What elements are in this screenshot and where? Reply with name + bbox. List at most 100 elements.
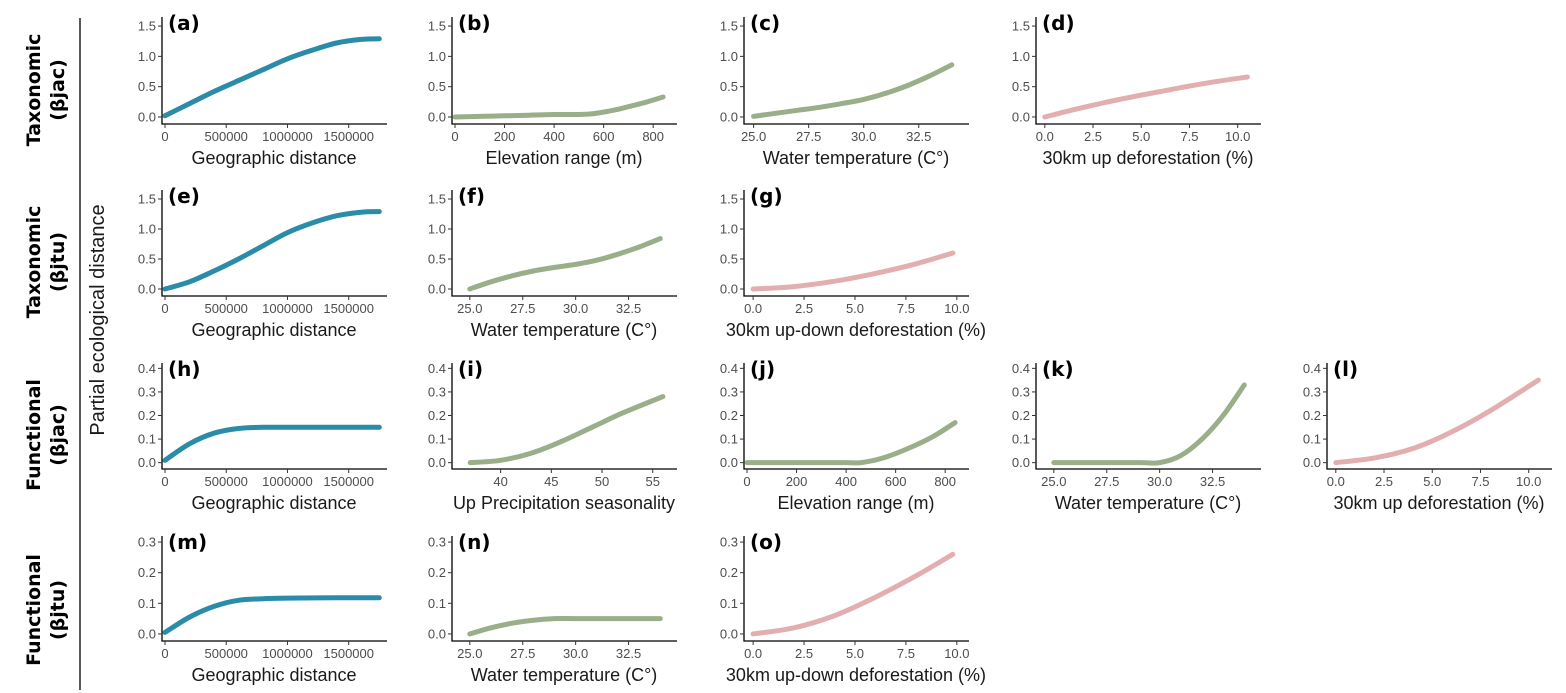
x-tick-label: 0 xyxy=(161,474,168,489)
x-tick-label: 1500000 xyxy=(323,474,374,489)
y-tick-label: 0.3 xyxy=(428,384,446,399)
y-tick-label: 0.5 xyxy=(428,79,446,94)
x-tick-label: 2.5 xyxy=(1084,129,1102,144)
y-tick-label: 0.0 xyxy=(138,626,156,641)
y-tick-label: 0.2 xyxy=(720,565,738,580)
x-tick-label: 1500000 xyxy=(323,646,374,661)
row-label-4-line2: (βjtu) xyxy=(47,580,69,640)
x-axis-label: Water temperature (C°) xyxy=(1055,493,1242,513)
y-tick-label: 1.5 xyxy=(1012,19,1030,34)
x-tick-label: 25.0 xyxy=(741,129,766,144)
y-tick-label: 0.1 xyxy=(1012,432,1030,447)
series-line xyxy=(467,394,666,466)
x-tick-label: 0 xyxy=(161,301,168,316)
y-tick-label: 0.3 xyxy=(428,535,446,550)
x-tick-label: 400 xyxy=(543,129,565,144)
x-axis-label: Geographic distance xyxy=(191,148,356,168)
x-tick-label: 0.0 xyxy=(1036,129,1054,144)
x-tick-label: 5.0 xyxy=(846,646,864,661)
panel-letter: (d) xyxy=(1042,11,1075,35)
y-tick-label: 0.0 xyxy=(138,109,156,124)
x-tick-label: 7.5 xyxy=(897,646,915,661)
x-tick-label: 25.0 xyxy=(457,301,482,316)
x-tick-label: 0 xyxy=(451,129,458,144)
row-label-3-line1: Functional xyxy=(23,379,45,491)
y-tick-label: 0.3 xyxy=(1012,384,1030,399)
series-line xyxy=(162,595,382,635)
x-tick-label: 500000 xyxy=(205,474,248,489)
x-axis-label: Elevation range (m) xyxy=(777,493,934,513)
y-tick-label: 0.2 xyxy=(1012,408,1030,423)
y-tick-label: 0.4 xyxy=(1303,361,1321,376)
x-tick-label: 25.0 xyxy=(1041,474,1066,489)
x-tick-label: 32.5 xyxy=(616,646,641,661)
x-tick-label: 32.5 xyxy=(906,129,931,144)
panel-letter: (k) xyxy=(1042,357,1074,381)
y-tick-label: 1.0 xyxy=(720,49,738,64)
axis-lines xyxy=(161,363,387,470)
panel-letter: (m) xyxy=(168,530,207,554)
axis-lines xyxy=(743,190,969,297)
panel-letter: (j) xyxy=(750,357,775,381)
panel-letter: (n) xyxy=(458,530,491,554)
y-tick-label: 0.5 xyxy=(720,79,738,94)
panel-letter: (f) xyxy=(458,184,485,208)
x-tick-label: 27.5 xyxy=(510,646,535,661)
y-tick-label: 0.5 xyxy=(428,252,446,267)
y-tick-label: 0.4 xyxy=(720,361,738,376)
x-tick-label: 32.5 xyxy=(1200,474,1225,489)
y-tick-label: 0.0 xyxy=(428,282,446,297)
y-tick-label: 0.1 xyxy=(138,432,156,447)
x-axis-label: Up Precipitation seasonality xyxy=(453,493,675,513)
y-tick-label: 0.3 xyxy=(138,384,156,399)
panel-m: 0.0 0.1 0.2 0.3 0 500000 1000000 1500000 Geograp… xyxy=(138,530,387,685)
panel-letter: (g) xyxy=(750,184,783,208)
panel-g: 0.0 0.5 1.0 1.5 0.0 2.5 5.0 7.5 10.0 30km up-down… xyxy=(720,184,986,340)
series-line xyxy=(750,250,956,292)
y-tick-label: 0.1 xyxy=(428,432,446,447)
y-tick-label: 1.5 xyxy=(428,19,446,34)
panel-l: 0.0 0.1 0.2 0.3 0.4 0.0 2.5 5.0 7.5 10.0 30km up d… xyxy=(1303,357,1552,513)
panel-letter: (b) xyxy=(458,11,491,35)
x-tick-label: 50 xyxy=(595,474,609,489)
panels: 0.0 0.5 1.0 1.5 0 500000 1000000 1500000 Geograp… xyxy=(138,11,1552,685)
panel-o: 0.0 0.1 0.2 0.3 0.0 2.5 5.0 7.5 10.0 30km up-down… xyxy=(720,530,986,685)
y-tick-label: 0.0 xyxy=(428,626,446,641)
y-tick-label: 0.2 xyxy=(720,408,738,423)
x-tick-label: 10.0 xyxy=(944,646,969,661)
y-tick-label: 0.5 xyxy=(138,252,156,267)
x-axis-label: 30km up deforestation (%) xyxy=(1333,493,1544,513)
panel-d: 0.0 0.5 1.0 1.5 0.0 2.5 5.0 7.5 10.0 30km up defo… xyxy=(1012,11,1261,168)
y-tick-label: 1.5 xyxy=(720,19,738,34)
x-tick-label: 1000000 xyxy=(262,474,313,489)
panel-letter: (l) xyxy=(1333,357,1358,381)
series-line xyxy=(744,420,958,466)
series-line xyxy=(162,424,382,463)
y-tick-label: 0.3 xyxy=(1303,384,1321,399)
y-tick-label: 0.4 xyxy=(428,361,446,376)
series-line xyxy=(750,551,956,637)
series-line xyxy=(1333,377,1541,466)
x-axis-label: 30km up-down deforestation (%) xyxy=(726,665,986,685)
y-tick-label: 0.0 xyxy=(428,455,446,470)
y-tick-label: 0.0 xyxy=(1012,455,1030,470)
x-tick-label: 0.0 xyxy=(744,646,762,661)
y-tick-label: 0.0 xyxy=(720,282,738,297)
x-tick-label: 1000000 xyxy=(262,129,313,144)
x-tick-label: 1000000 xyxy=(262,301,313,316)
x-tick-label: 2.5 xyxy=(795,646,813,661)
x-tick-label: 1000000 xyxy=(262,646,313,661)
x-tick-label: 500000 xyxy=(205,301,248,316)
x-tick-label: 32.5 xyxy=(616,301,641,316)
y-tick-label: 0.1 xyxy=(720,432,738,447)
axis-lines xyxy=(451,17,677,125)
y-tick-label: 1.5 xyxy=(138,192,156,207)
series-line xyxy=(452,94,666,120)
x-tick-label: 27.5 xyxy=(796,129,821,144)
panel-letter: (e) xyxy=(168,184,200,208)
y-tick-label: 0.2 xyxy=(428,565,446,580)
axis-lines xyxy=(743,536,969,642)
y-tick-label: 1.0 xyxy=(428,222,446,237)
row-label-2-line1: Taxonomic xyxy=(23,206,45,319)
